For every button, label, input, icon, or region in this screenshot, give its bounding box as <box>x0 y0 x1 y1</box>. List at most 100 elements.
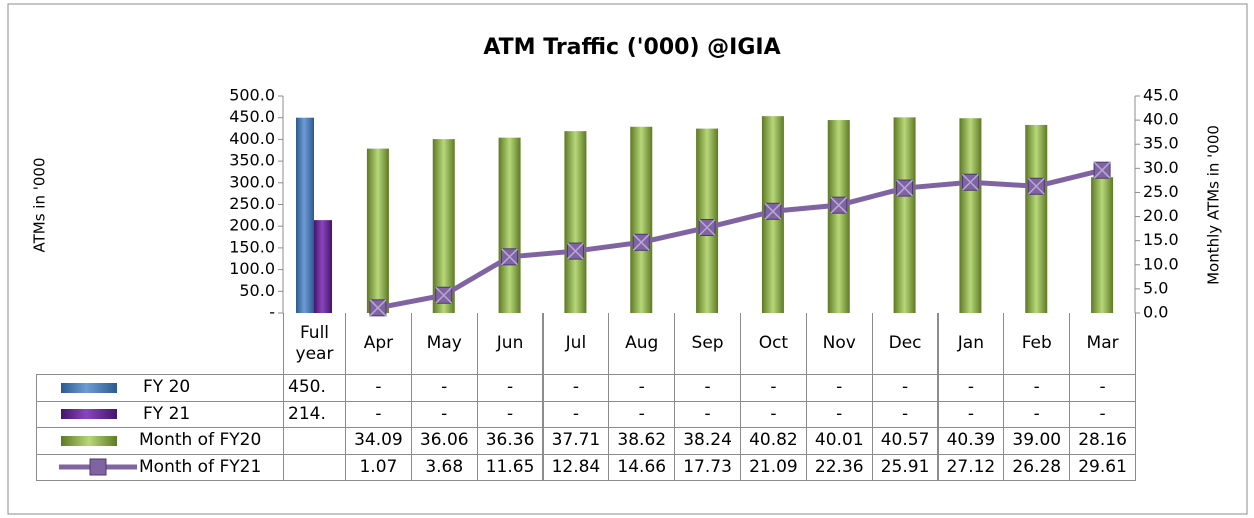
table-cell: 214. <box>283 400 346 428</box>
marker-shade <box>501 248 519 266</box>
marker-shade <box>830 196 848 214</box>
table-cell: - <box>937 374 1005 402</box>
y2-tick-label: 0.0 <box>1143 303 1168 322</box>
marker <box>830 196 848 214</box>
table-cell <box>283 453 346 481</box>
table-cell: 36.36 <box>476 427 544 455</box>
table-cell: 26.28 <box>1003 453 1071 481</box>
table-cell: - <box>937 400 1005 428</box>
bar <box>296 117 314 313</box>
chart-border <box>7 3 1248 515</box>
table-header: Apr <box>345 313 412 375</box>
table-cell: - <box>740 400 807 428</box>
legend-label: Month of FY21 <box>139 456 262 477</box>
table-cell: - <box>542 400 610 428</box>
table-cell: 40.57 <box>871 427 939 455</box>
table-cell: 22.36 <box>805 453 873 481</box>
legend-entry: FY 21 <box>36 400 284 428</box>
marker <box>632 233 650 251</box>
bar <box>630 126 653 313</box>
table-cell: 37.71 <box>542 427 610 455</box>
table-cell: 29.61 <box>1069 453 1136 481</box>
table-cell: - <box>871 374 939 402</box>
table-cell: 14.66 <box>608 453 676 481</box>
bar <box>1025 124 1048 313</box>
legend-entry: Month of FY21 <box>36 453 284 481</box>
table-cell <box>283 427 346 455</box>
table-cell: - <box>871 400 939 428</box>
marker-shade <box>961 173 979 191</box>
y2-tick-label: 25.0 <box>1143 182 1179 201</box>
table-cell: 12.84 <box>542 453 610 481</box>
table-cell: - <box>345 374 412 402</box>
marker <box>961 173 979 191</box>
y-axis-title: ATMs in '000 <box>31 158 49 253</box>
marker <box>435 286 453 304</box>
bar <box>366 148 389 313</box>
y-tick-label: 300.0 <box>229 172 275 191</box>
table-header: Full year <box>283 313 346 375</box>
marker-shade <box>369 299 387 317</box>
table-cell: 39.00 <box>1003 427 1071 455</box>
table-header: Jul <box>542 313 610 375</box>
bar <box>564 131 587 313</box>
table-cell: 25.91 <box>871 453 939 481</box>
y2-tick-label: 35.0 <box>1143 134 1179 153</box>
y2-tick-label: 20.0 <box>1143 206 1179 225</box>
marker-shade <box>1093 161 1111 179</box>
table-cell: - <box>1069 400 1136 428</box>
legend-key <box>61 409 117 420</box>
legend-label: FY 20 <box>143 377 191 398</box>
y-tick-label: 250.0 <box>229 194 275 213</box>
marker-shade <box>698 218 716 237</box>
table-header: Sep <box>674 313 741 375</box>
y-tick-label: 400.0 <box>229 129 275 148</box>
table-cell: - <box>608 374 676 402</box>
table-cell: - <box>674 400 741 428</box>
table-cell: 28.16 <box>1069 427 1136 455</box>
table-cell: 17.73 <box>674 453 741 481</box>
table-header: Aug <box>608 313 676 375</box>
table-cell: 3.68 <box>410 453 478 481</box>
y2-tick-label: 40.0 <box>1143 110 1179 129</box>
table-cell: - <box>345 400 412 428</box>
table-cell: - <box>1003 374 1071 402</box>
chart-title: ATM Traffic ('000) @IGIA <box>483 35 780 60</box>
table-cell: 40.82 <box>740 427 807 455</box>
legend-swatch <box>61 382 117 393</box>
table-cell: - <box>805 374 873 402</box>
y-tick-label: 150.0 <box>229 237 275 256</box>
table-cell: - <box>608 400 676 428</box>
marker-shade <box>896 179 914 197</box>
legend-marker <box>89 458 107 476</box>
y-tick-label: 50.0 <box>239 281 275 300</box>
table-header: Jun <box>476 313 544 375</box>
table-cell: 27.12 <box>937 453 1005 481</box>
table-header: May <box>410 313 478 375</box>
table-cell: - <box>542 374 610 402</box>
bar <box>827 120 850 313</box>
marker <box>369 299 387 317</box>
y-tick-label: 100.0 <box>229 259 275 278</box>
bar <box>893 117 916 313</box>
table-cell: - <box>1003 400 1071 428</box>
marker <box>1093 161 1111 179</box>
marker <box>566 242 584 260</box>
table-cell: - <box>410 400 478 428</box>
table-cell: - <box>674 374 741 402</box>
table-cell: 11.65 <box>476 453 544 481</box>
bar <box>314 220 332 313</box>
y2-tick-label: 5.0 <box>1143 278 1168 297</box>
table-cell: 34.09 <box>345 427 412 455</box>
legend-key <box>59 458 137 476</box>
table-cell: 38.62 <box>608 427 676 455</box>
marker <box>698 218 716 237</box>
table-cell: 450. <box>283 374 346 402</box>
table-cell: - <box>410 374 478 402</box>
table-cell: - <box>476 374 544 402</box>
y-tick-label: 350.0 <box>229 151 275 170</box>
y-tick-label: - <box>269 303 275 322</box>
table-cell: - <box>1069 374 1136 402</box>
